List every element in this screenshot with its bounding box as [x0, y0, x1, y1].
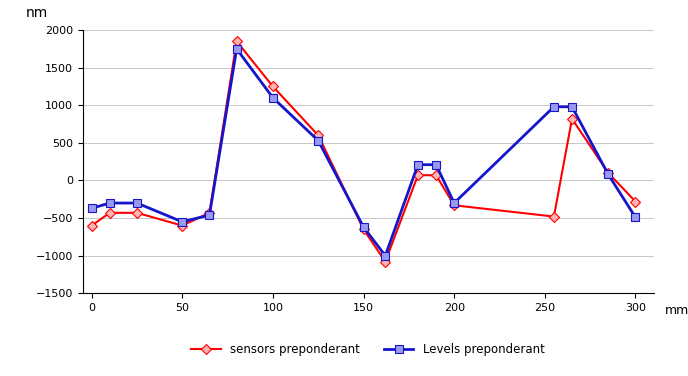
Levels preponderant: [178, 220, 186, 224]
sensors preponderant: [269, 84, 277, 89]
sensors preponderant: [178, 223, 186, 228]
Levels preponderant: [87, 206, 96, 211]
Legend: sensors preponderant, Levels preponderant: sensors preponderant, Levels preponderan…: [186, 339, 550, 361]
Levels preponderant: [205, 213, 213, 217]
sensors preponderant: [568, 117, 576, 121]
Levels preponderant: [632, 215, 640, 220]
Line: sensors preponderant: sensors preponderant: [88, 38, 639, 265]
sensors preponderant: [413, 173, 422, 177]
Levels preponderant: [604, 172, 612, 177]
Levels preponderant: [359, 225, 367, 229]
sensors preponderant: [432, 173, 440, 177]
sensors preponderant: [632, 199, 640, 204]
Levels preponderant: [314, 138, 323, 143]
Text: mm: mm: [665, 304, 688, 317]
sensors preponderant: [87, 223, 96, 228]
Levels preponderant: [233, 47, 241, 51]
sensors preponderant: [381, 259, 389, 264]
Levels preponderant: [106, 201, 114, 205]
sensors preponderant: [450, 203, 458, 208]
sensors preponderant: [314, 133, 323, 138]
Levels preponderant: [432, 162, 440, 167]
sensors preponderant: [205, 211, 213, 215]
Levels preponderant: [450, 201, 458, 205]
Levels preponderant: [550, 105, 558, 109]
sensors preponderant: [233, 39, 241, 44]
Levels preponderant: [133, 201, 141, 205]
sensors preponderant: [359, 227, 367, 232]
sensors preponderant: [106, 211, 114, 215]
sensors preponderant: [133, 211, 141, 215]
Levels preponderant: [381, 253, 389, 258]
Levels preponderant: [568, 105, 576, 109]
Text: nm: nm: [25, 6, 47, 20]
sensors preponderant: [550, 214, 558, 219]
Levels preponderant: [269, 96, 277, 100]
Line: Levels preponderant: Levels preponderant: [87, 45, 640, 260]
Levels preponderant: [413, 162, 422, 167]
sensors preponderant: [604, 171, 612, 175]
